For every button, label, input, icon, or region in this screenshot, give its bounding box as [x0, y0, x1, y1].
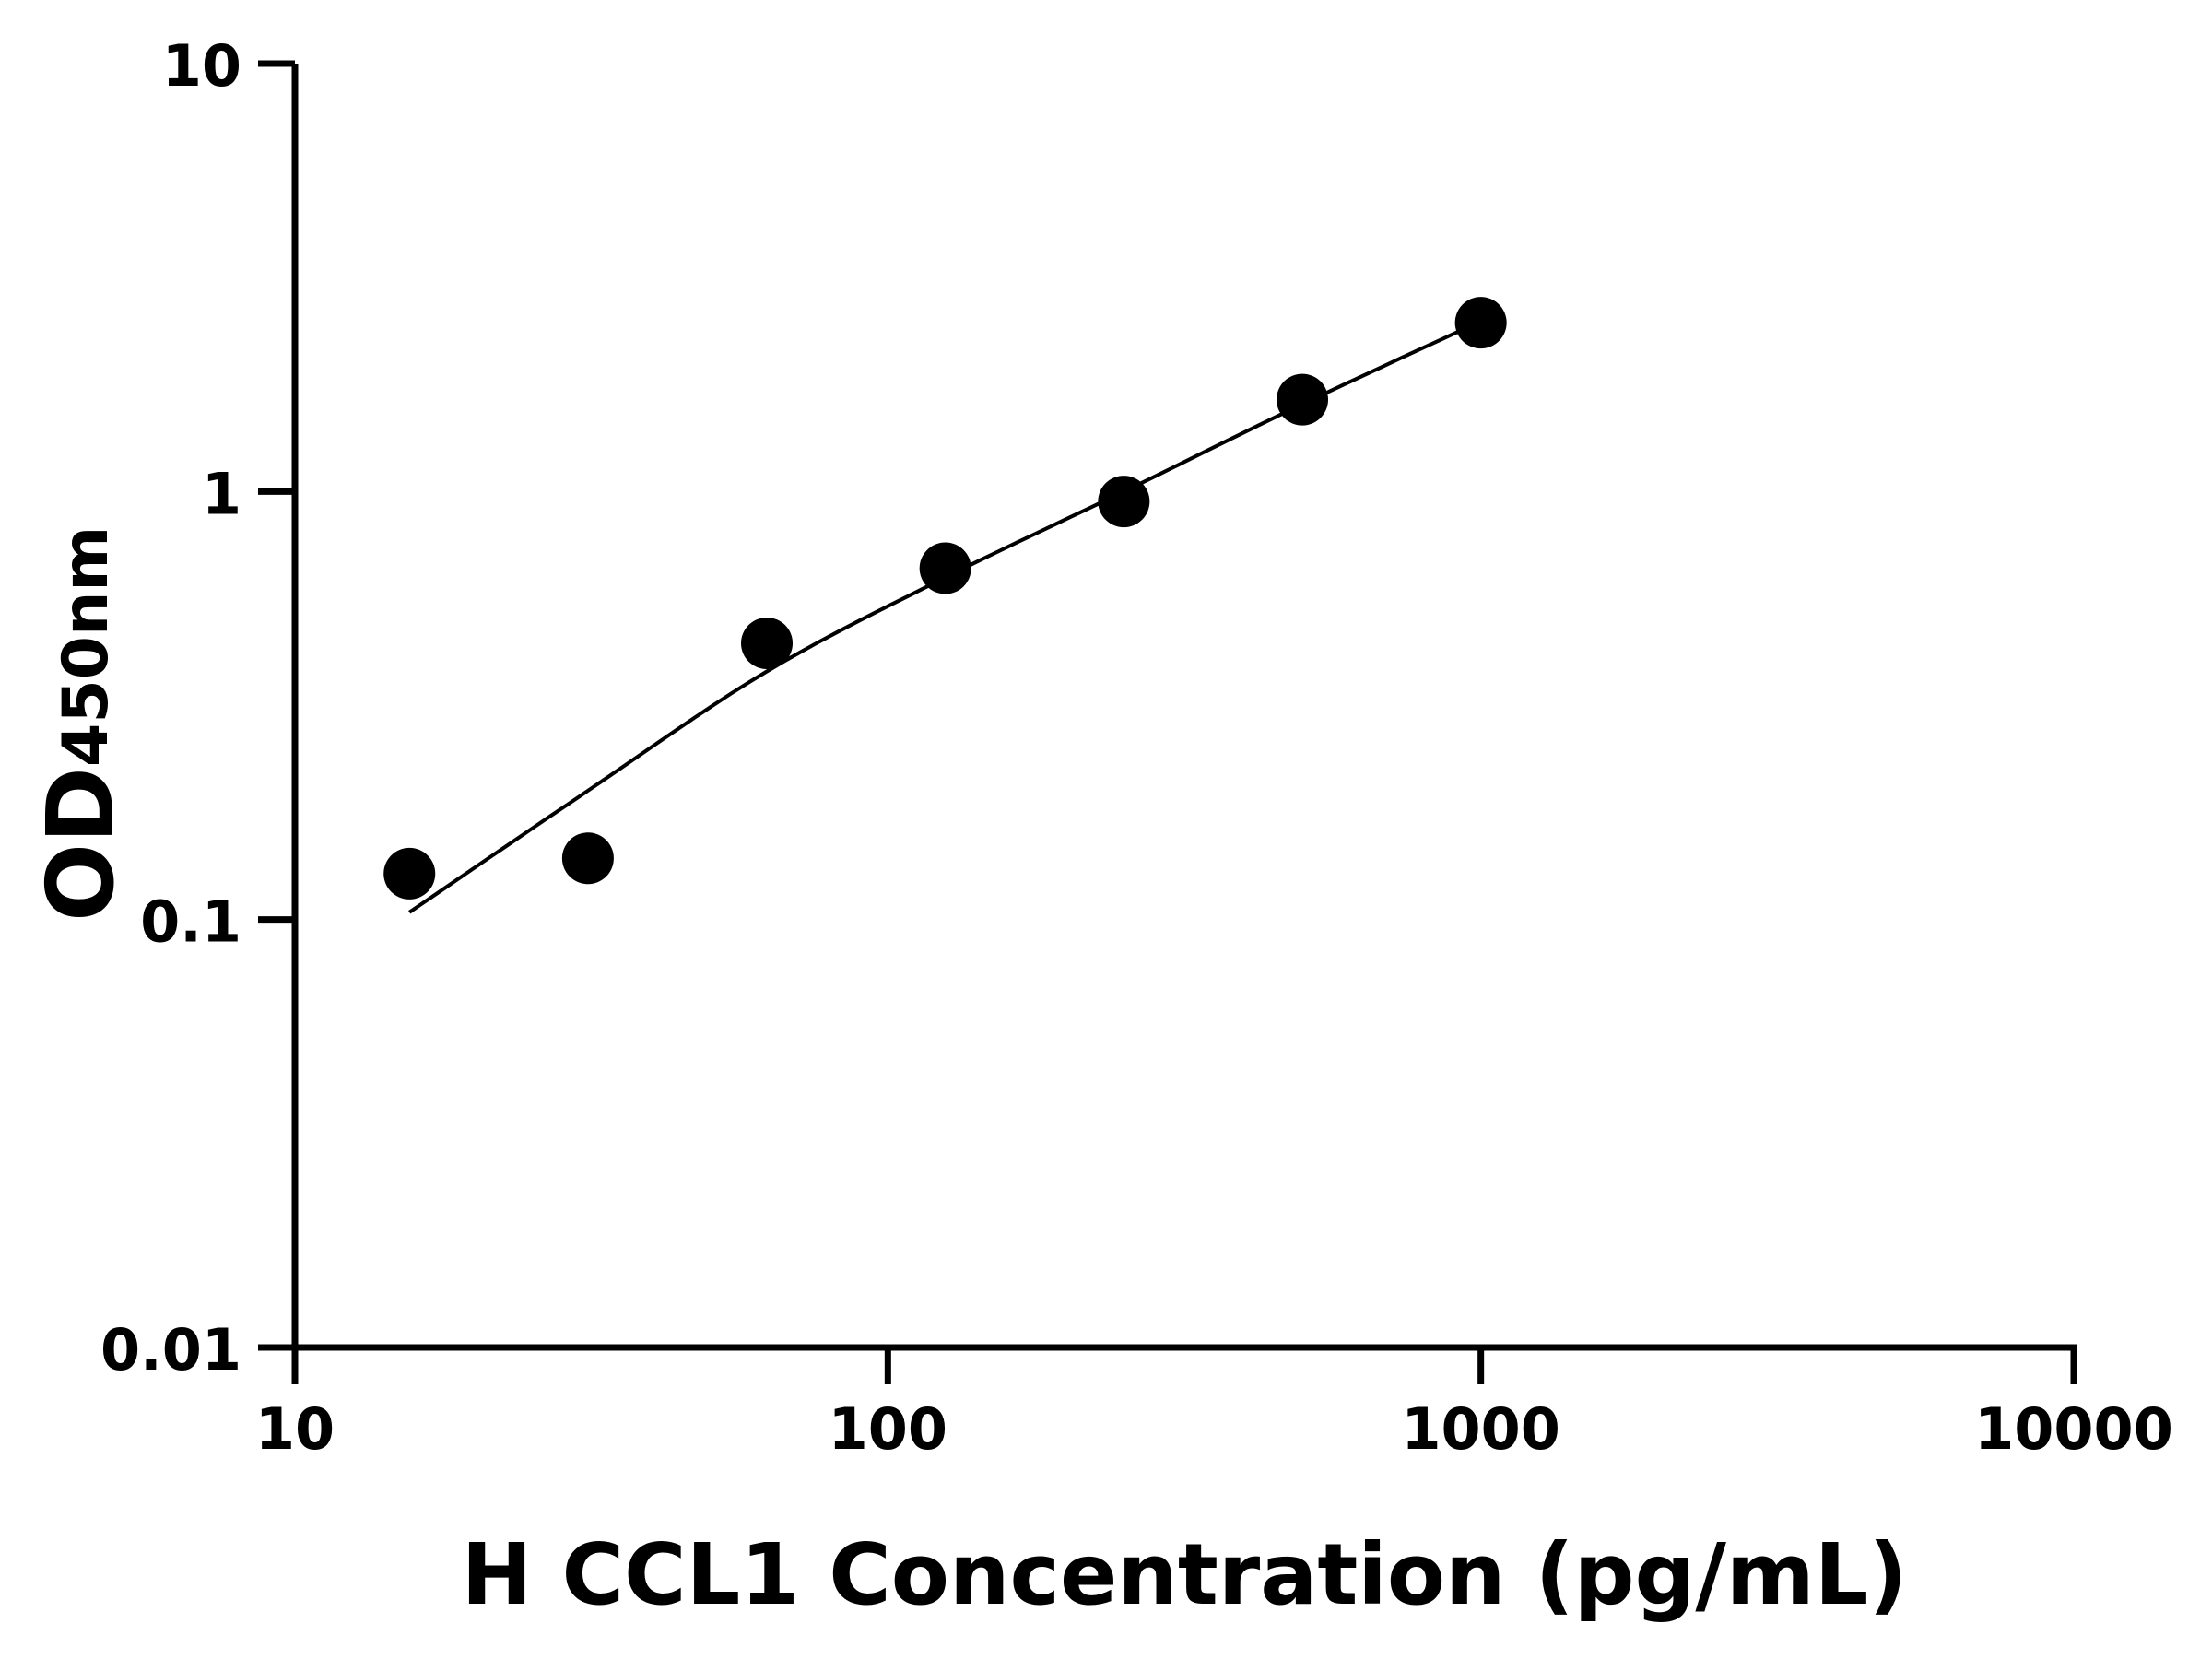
y-tick-label: 0.01 — [100, 1316, 241, 1383]
y-axis-label-main: OD — [27, 767, 135, 922]
fit-curve — [408, 319, 1482, 914]
x-tick-label: 1000 — [1401, 1395, 1560, 1463]
data-point — [561, 832, 614, 885]
data-point — [383, 847, 436, 900]
data-point — [919, 542, 971, 594]
x-tick-label: 10000 — [1974, 1395, 2173, 1463]
y-tick-label: 0.1 — [140, 888, 241, 956]
data-point — [741, 617, 794, 669]
y-axis-label-sub: 450nm — [50, 526, 123, 767]
marks — [383, 297, 1507, 914]
data-point — [1098, 476, 1150, 528]
x-tick-label: 10 — [255, 1395, 335, 1463]
x-axis-label: H CCL1 Concentration (pg/mL) — [462, 1525, 1908, 1624]
data-point — [1277, 373, 1329, 426]
x-tick-label: 100 — [829, 1395, 947, 1463]
y-tick-label: 10 — [162, 32, 241, 100]
axes: 0.01 0.1 1 10 10 100 1000 10000 — [100, 32, 2173, 1463]
y-axis-label: OD450nm — [27, 526, 135, 922]
y-tick-label: 1 — [202, 460, 241, 527]
